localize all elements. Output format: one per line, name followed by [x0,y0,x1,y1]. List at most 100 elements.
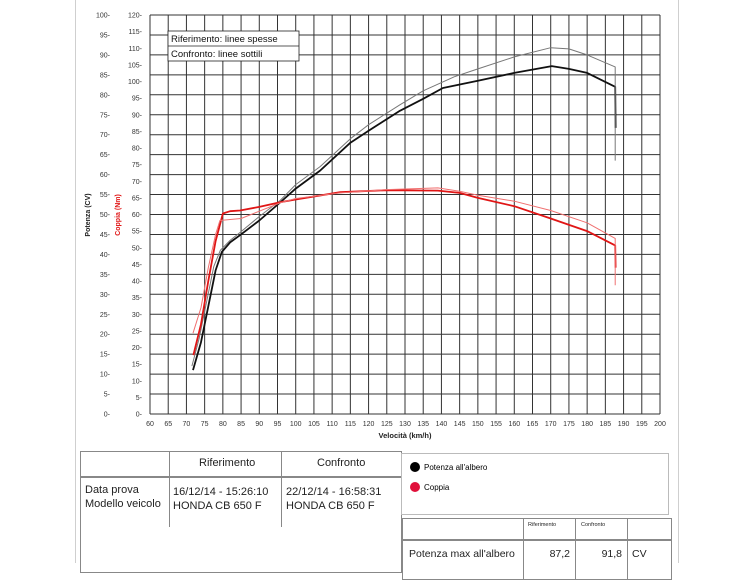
header-riferimento: Riferimento [528,522,557,528]
y-left-tick-label: 60- [100,172,111,179]
page-edge-right [678,0,679,563]
axes: 60 65 70 75 80 85 90 95 100 105 110 115 120 125 130 135… [96,13,666,429]
conf-potenza-max: 91,8 [601,548,622,560]
y-right-tick-label: 40- [132,279,143,286]
y-left-tick-label: 15- [100,352,111,359]
label-data-prova: Data prova [85,484,139,496]
results-table: Riferimento Confronto Potenza max all'al… [402,518,672,580]
conf-modello: HONDA CB 650 F [286,500,375,512]
x-tick-label: 175 [563,421,575,428]
x-tick-label: 85 [237,421,245,428]
x-tick-label: 150 [472,421,484,428]
y-right-tick-label: 60- [132,212,143,219]
y-right-tick-label: 25- [132,328,143,335]
y-right-tick-label: 90- [132,112,143,119]
annotation-box: Riferimento: linee spesse Confronto: lin… [167,30,300,62]
y-left-tick-label: 70- [100,132,111,139]
x-tick-label: 195 [636,421,648,428]
x-tick-label: 185 [600,421,612,428]
y-right-tick-label: 15- [132,362,143,369]
conf-data-prova: 22/12/14 - 16:58:31 [286,486,382,498]
x-tick-label: 200 [654,421,666,428]
y-right-tick-label: 70- [132,179,143,186]
y-left-tick-label: 35- [100,272,111,279]
y-left-tick-label: 30- [100,292,111,299]
x-tick-label: 75 [201,421,209,428]
header-riferimento: Riferimento [199,457,256,469]
x-tick-label: 140 [436,421,448,428]
black-dot-icon [410,462,420,472]
y-right-tick-label: 75- [132,162,143,169]
y-left-tick-label: 80- [100,92,111,99]
x-tick-label: 165 [527,421,539,428]
series-line-potenza-confronto [191,47,616,367]
x-tick-label: 145 [454,421,466,428]
x-tick-label: 190 [618,421,630,428]
y-right-tick-label: 110- [129,46,143,53]
x-tick-label: 155 [490,421,502,428]
x-tick-label: 110 [327,421,338,428]
y-right-tick-label: 5- [136,395,143,402]
y-axis-label-right: Coppia (Nm) [115,194,122,236]
x-tick-label: 125 [381,421,393,428]
legend-item-coppia: Coppia [410,482,449,492]
y-axis-label-left: Potenza (CV) [85,193,92,236]
y-right-tick-label: 50- [132,245,143,252]
annotation-confronto: Confronto: linee sottili [171,49,262,60]
label-potenza-max: Potenza max all'albero [409,548,515,560]
x-axis-label: Velocità (km/h) [379,431,432,440]
y-right-tick-label: 20- [132,345,143,352]
annotation-riferimento: Riferimento: linee spesse [171,34,278,45]
y-right-tick-label: 45- [132,262,143,269]
x-tick-label: 65 [164,421,172,428]
y-left-tick-label: 55- [100,192,111,199]
dyno-chart: 60 65 70 75 80 85 90 95 100 105 110 115 120 125 130 135… [85,13,666,441]
y-right-tick-label: 85- [132,129,143,136]
ref-modello: HONDA CB 650 F [173,500,262,512]
y-left-tick-label: 75- [100,112,111,119]
y-left-tick-label: 0- [104,412,111,419]
x-tick-label: 120 [363,421,375,428]
y-right-tick-label: 10- [132,378,143,385]
header-confronto: Confronto [581,522,606,528]
page-edge-left [75,0,76,563]
x-tick-label: 105 [308,421,320,428]
y-right-tick-label: 0- [136,412,143,419]
ref-data-prova: 16/12/14 - 15:26:10 [173,486,269,498]
y-left-tick-label: 45- [100,232,111,239]
y-left-tick-label: 90- [100,52,111,59]
y-left-tick-label: 50- [100,212,111,219]
y-left-tick-label: 65- [100,152,111,159]
grid [149,14,661,415]
label-modello-veicolo: Modello veicolo [85,498,161,510]
y-left-tick-label: 5- [104,392,111,399]
y-right-tick-label: 55- [132,229,143,236]
y-left-tick-label: 40- [100,252,111,259]
red-dot-icon [410,482,420,492]
x-tick-label: 60 [146,421,154,428]
y-right-tick-label: 30- [132,312,143,319]
series-line-potenza-riferimento [192,65,617,371]
y-right-tick-label: 105- [128,62,143,69]
unit-potenza-max: CV [632,548,647,560]
y-left-tick-label: 95- [100,32,111,39]
x-tick-label: 95 [274,421,282,428]
y-right-tick-label: 115- [129,29,143,36]
y-right-tick-label: 100- [128,79,143,86]
y-left-tick-label: 100- [96,13,111,20]
x-tick-label: 115 [345,421,356,428]
info-table: Riferimento Confronto Data prova Modello… [80,451,402,573]
x-tick-label: 135 [417,421,429,428]
y-right-tick-label: 120- [128,13,143,20]
legend-label: Coppia [424,482,450,492]
y-left-tick-label: 20- [100,332,111,339]
legend-item-potenza: Potenza all'albero [410,462,487,472]
series-lines [191,47,617,371]
header-confronto: Confronto [317,457,366,469]
y-left-tick-label: 25- [100,312,111,319]
x-tick-label: 170 [545,421,557,428]
y-right-tick-label: 65- [132,195,143,202]
y-right-tick-label: 80- [132,146,143,153]
y-left-tick-label: 10- [100,372,111,379]
x-tick-label: 180 [581,421,593,428]
